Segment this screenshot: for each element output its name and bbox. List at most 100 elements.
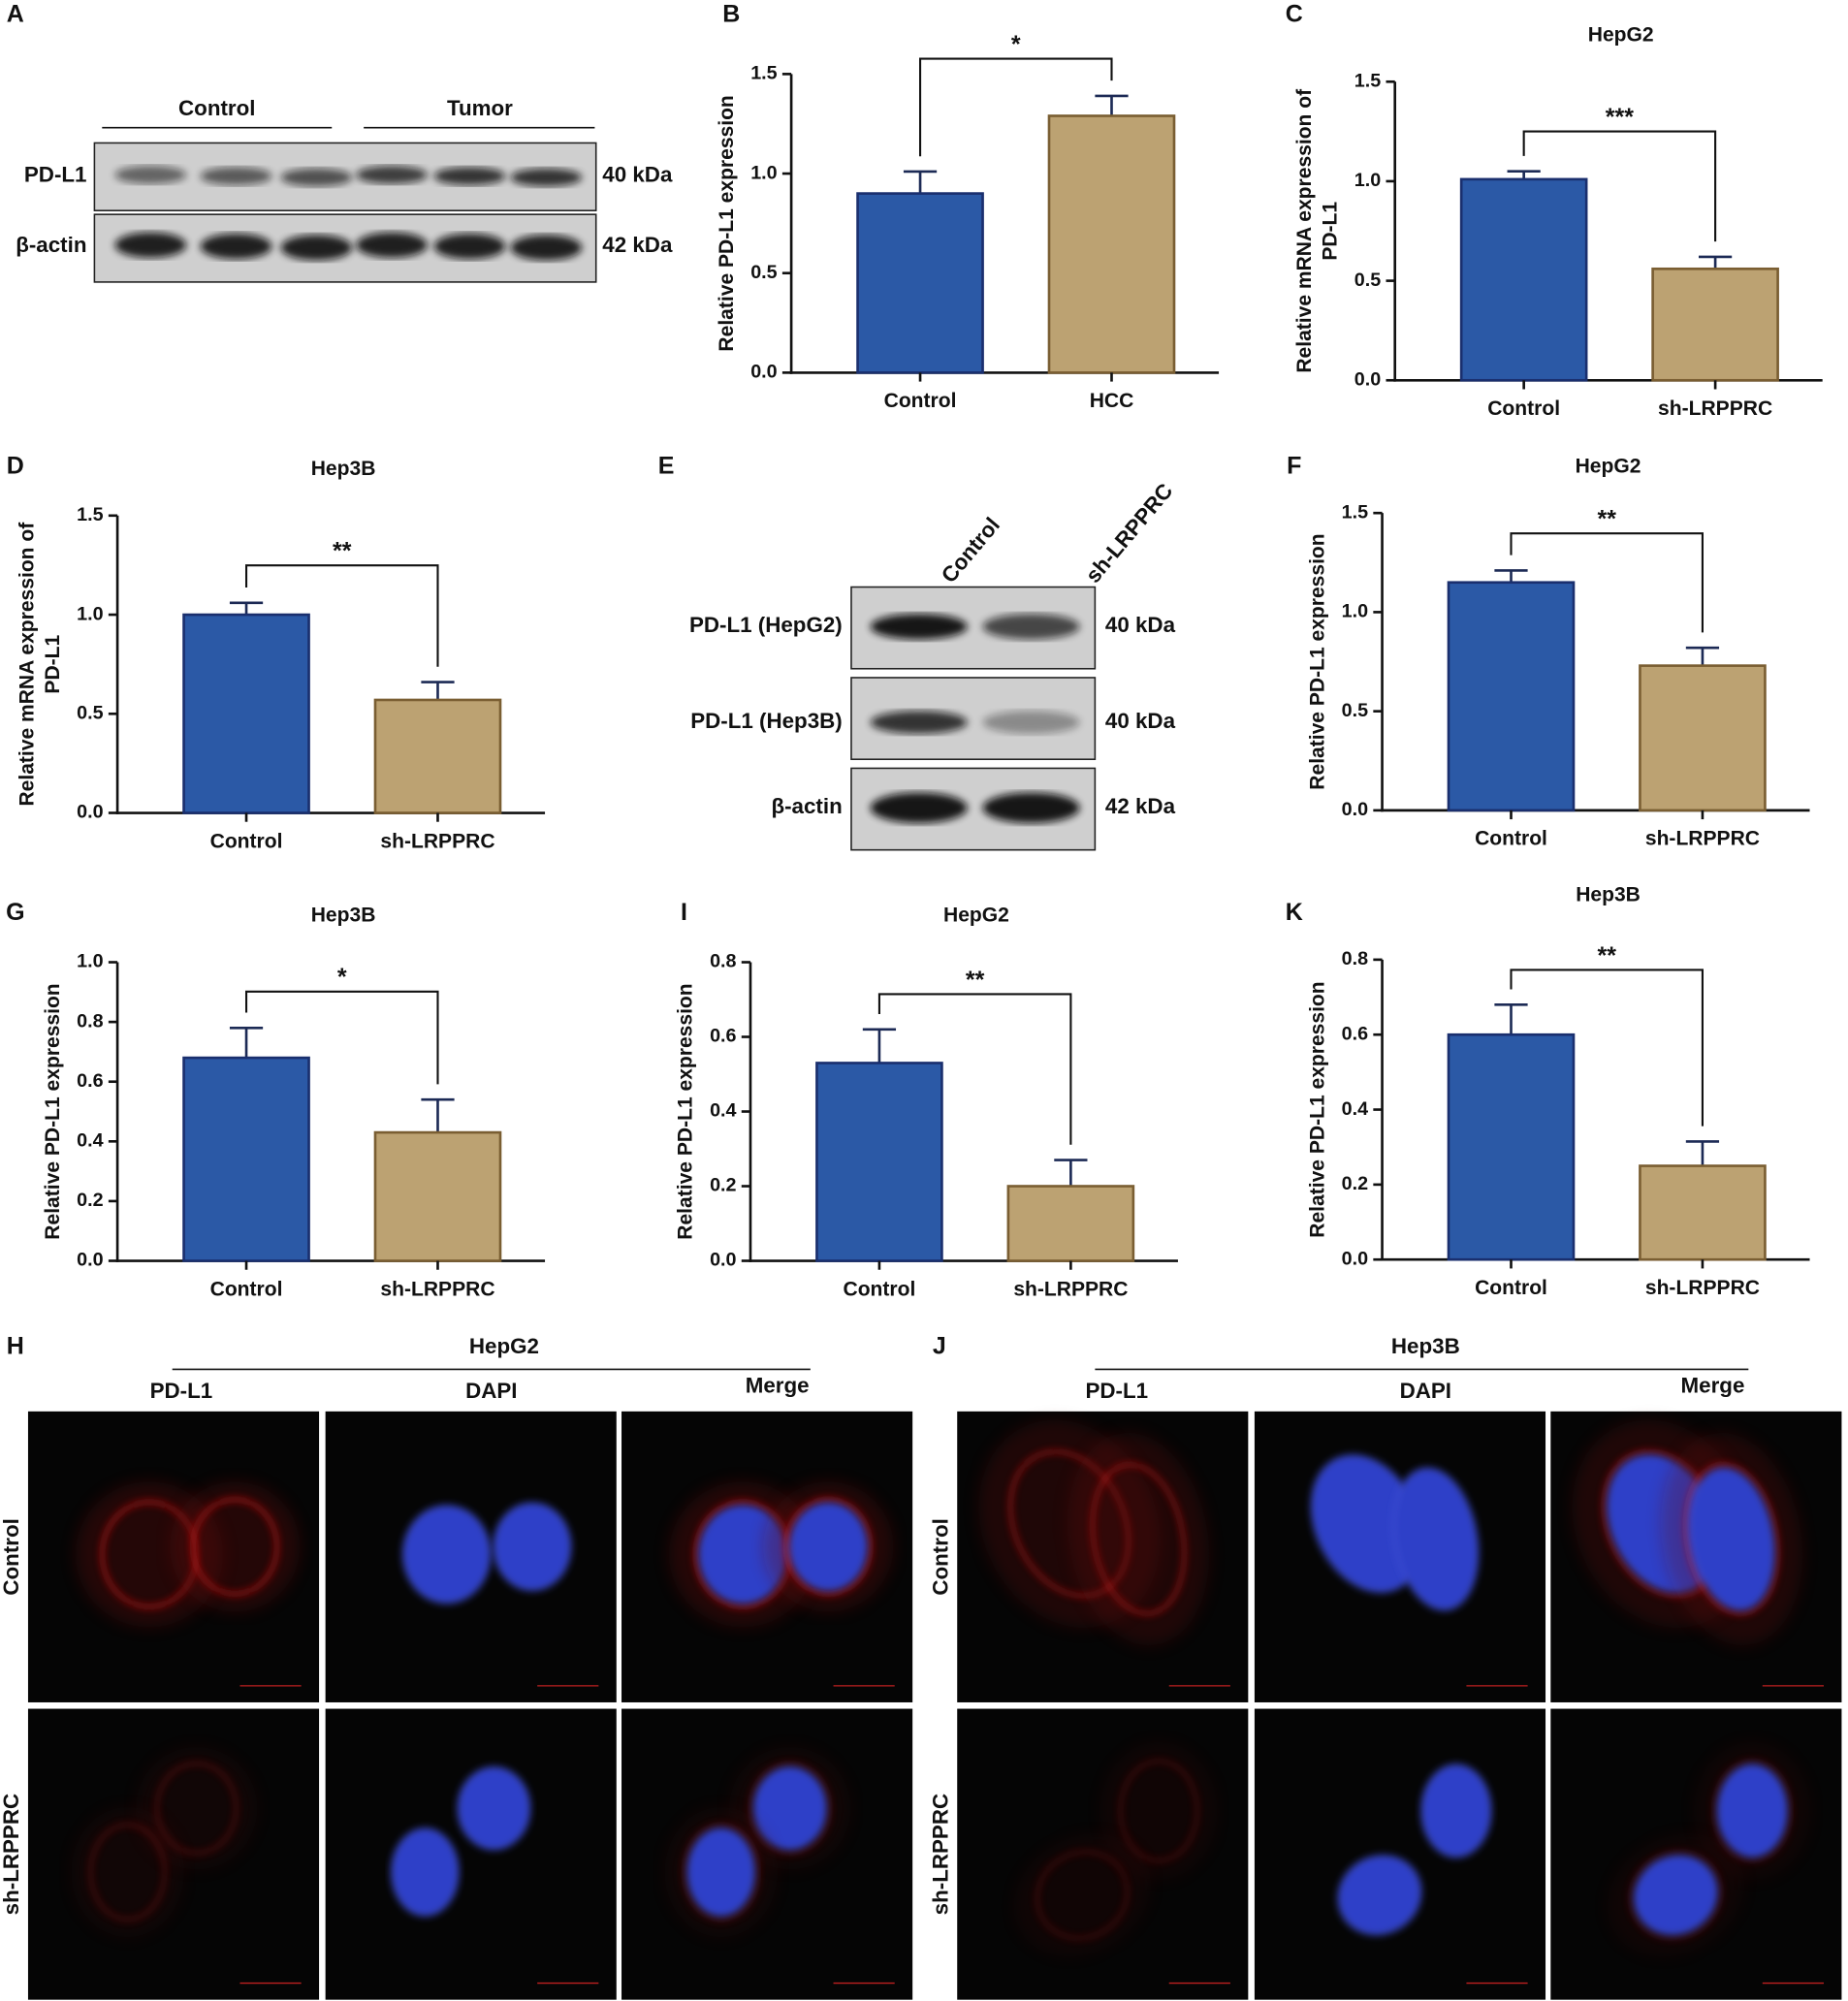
y-tick-label: 0.5 [1354,270,1381,291]
panel-label: F [1287,452,1301,479]
x-tick-label: sh-LRPPRC [1658,397,1772,420]
bar [373,698,502,814]
panel-label: E [658,452,675,479]
row-label: Control [0,1518,23,1595]
nucleus [1689,1467,1775,1611]
y-tick-label: 0.5 [1342,700,1368,721]
x-tick-label: Control [1475,828,1547,850]
y-tick-label: 0.4 [77,1130,103,1152]
membrane-signal [1684,1462,1780,1616]
membrane-signal [1712,1759,1793,1862]
nucleus [457,1766,530,1850]
x-tick-label: Control [210,1278,283,1300]
y-tick-label: 0.5 [77,702,103,723]
significance-label: * [337,964,347,991]
significance-label: * [1011,31,1021,58]
bar [856,192,984,374]
membrane-signal [191,1498,279,1596]
row-label: sh-LRPPRC [928,1794,952,1915]
bar [1447,581,1576,812]
significance-bracket [244,990,439,1085]
significance-label: *** [1606,104,1634,131]
blot-band [114,166,187,184]
blot-band [982,792,1080,824]
blot-band [510,168,583,187]
blot-band [870,792,968,824]
significance-bracket [918,57,1113,157]
group-label: Tumor [447,96,513,120]
y-tick-label: 0.0 [1342,799,1368,820]
panel-label: G [6,899,24,926]
y-axis-label: PD-L1 [42,634,64,693]
bar [1447,1032,1576,1261]
column-label: Merge [746,1374,810,1398]
membrane-signal [1119,1759,1199,1862]
blot-band [200,167,272,185]
nucleus [753,1766,827,1850]
x-tick-label: Control [884,390,957,412]
group-label: Control [178,96,255,120]
y-tick-label: 0.0 [750,362,777,383]
blot-band [870,711,968,734]
significance-label: ** [1597,942,1616,969]
blot-band [200,233,272,260]
significance-bracket [1510,969,1704,1127]
blot-size-label: 40 kDa [602,163,673,187]
y-tick-label: 1.0 [77,603,103,624]
blot-column-label: Control [937,513,1004,588]
bar [1459,177,1588,382]
blot-row-label: β-actin [16,233,86,257]
significance-label: ** [966,967,985,994]
blot-row-label: β-actin [771,794,842,818]
bar [1047,114,1176,374]
blot-band [280,168,353,187]
blot-row-label: PD-L1 [24,163,87,187]
membrane-signal [155,1762,239,1855]
y-axis-label: Relative PD-L1 expression [675,983,697,1239]
y-tick-label: 0.0 [77,802,103,823]
bar [1006,1185,1135,1262]
y-tick-label: 0.6 [1342,1023,1368,1044]
membrane-signal [749,1762,832,1855]
x-tick-label: sh-LRPPRC [1013,1278,1128,1300]
panel-label: J [933,1333,946,1360]
chart-title: Hep3B [311,905,376,927]
column-label: Merge [1681,1374,1745,1398]
y-axis-label: Relative PD-L1 expression [716,95,738,351]
microscopy-title: Hep3B [1391,1334,1460,1358]
chart-title: Hep3B [311,458,376,480]
y-tick-label: 0.8 [77,1010,103,1032]
blot-band [870,614,968,640]
bar [815,1062,943,1262]
blot-band [356,232,428,258]
blot-band [982,614,1080,640]
blot-size-label: 40 kDa [1105,709,1176,733]
x-tick-label: sh-LRPPRC [1645,1277,1760,1299]
y-tick-label: 0.0 [710,1250,736,1271]
y-tick-label: 0.8 [1342,948,1368,969]
y-tick-label: 0.8 [710,951,736,972]
row-label: Control [928,1518,952,1595]
x-tick-label: Control [1487,397,1560,420]
bar [1639,1164,1767,1261]
chart-title: HepG2 [943,905,1009,927]
x-tick-label: Control [844,1278,916,1300]
panel-label: H [7,1333,24,1360]
y-tick-label: 0.0 [1342,1248,1368,1269]
cytoplasm-signal [170,1481,301,1612]
significance-bracket [1510,532,1704,633]
significance-bracket [877,993,1072,1145]
x-tick-label: Control [1475,1277,1547,1299]
membrane-signal [1036,1850,1130,1940]
significance-label: ** [1597,506,1616,533]
nucleus [1392,1467,1479,1611]
panel-label: K [1286,899,1303,926]
cytoplasm-signal [1067,1432,1210,1646]
y-axis-label: Relative mRNA expression of [1293,88,1316,373]
nucleus [1634,1855,1718,1935]
nucleus [1337,1855,1422,1935]
nucleus [493,1502,572,1591]
membrane-signal [1091,1462,1187,1616]
nucleus [789,1502,868,1591]
